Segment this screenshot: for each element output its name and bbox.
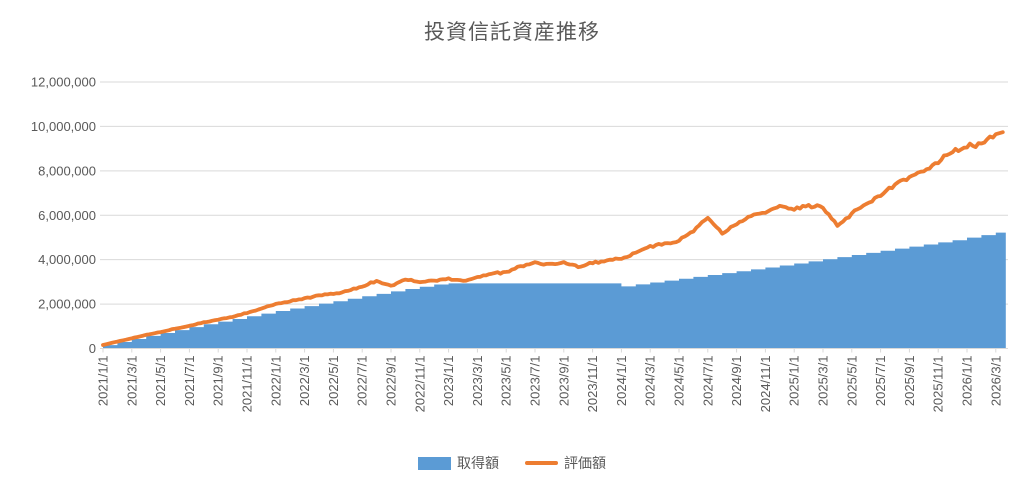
legend-item-acquisition: 取得額 <box>418 453 499 473</box>
x-tick-label: 2025/5/1 <box>844 356 859 407</box>
x-tick-label: 2024/5/1 <box>672 356 687 407</box>
acquisition-area-series <box>103 232 1006 349</box>
y-tick-label: 0 <box>89 341 96 356</box>
x-tick-label: 2026/3/1 <box>988 356 1003 407</box>
x-tick-label: 2025/11/1 <box>931 356 946 413</box>
x-tick-label: 2024/1/1 <box>614 356 629 407</box>
valuation-line-series <box>101 130 1005 347</box>
x-tick-label: 2026/1/1 <box>960 356 975 407</box>
x-tick-label: 2023/9/1 <box>556 356 571 407</box>
x-tick-label: 2023/5/1 <box>499 356 514 407</box>
chart-legend: 取得額 評価額 <box>0 453 1024 473</box>
y-tick-label: 2,000,000 <box>38 297 96 312</box>
y-tick-label: 4,000,000 <box>38 252 96 267</box>
x-tick-label: 2021/9/1 <box>211 356 226 407</box>
x-tick-label: 2022/9/1 <box>384 356 399 407</box>
x-tick-label: 2024/3/1 <box>643 356 658 407</box>
x-tick-label: 2022/3/1 <box>297 356 312 407</box>
x-tick-label: 2025/1/1 <box>787 356 802 407</box>
x-tick-label: 2024/7/1 <box>700 356 715 407</box>
x-tick-label: 2023/11/1 <box>585 356 600 413</box>
chart-title: 投資信託資産推移 <box>424 21 600 44</box>
x-tick-label: 2024/9/1 <box>729 356 744 407</box>
x-tick-label: 2025/9/1 <box>902 356 917 407</box>
x-tick-label: 2022/1/1 <box>268 356 283 407</box>
x-tick-label: 2022/11/1 <box>412 356 427 413</box>
x-tick-label: 2023/3/1 <box>470 356 485 407</box>
x-tick-label: 2021/5/1 <box>153 356 168 407</box>
x-tick-label: 2022/5/1 <box>326 356 341 407</box>
acquisition-area-swatch-icon <box>418 456 451 470</box>
x-tick-label: 2021/7/1 <box>182 356 197 407</box>
x-tick-label: 2022/7/1 <box>355 356 370 407</box>
x-tick-label: 2021/1/1 <box>96 356 111 407</box>
y-tick-label: 12,000,000 <box>31 75 96 90</box>
legend-item-valuation: 評価額 <box>525 453 606 473</box>
x-tick-label: 2023/7/1 <box>528 356 543 407</box>
x-tick-label: 2024/11/1 <box>758 356 773 413</box>
x-tick-label: 2021/11/1 <box>240 356 255 413</box>
x-tick-label: 2025/3/1 <box>816 356 831 407</box>
x-tick-label: 2023/1/1 <box>441 356 456 407</box>
y-tick-label: 8,000,000 <box>38 163 96 178</box>
x-tick-label: 2025/7/1 <box>873 356 888 407</box>
valuation-line-swatch-icon <box>525 461 558 465</box>
legend-label-acquisition: 取得額 <box>457 455 499 471</box>
x-tick-label: 2021/3/1 <box>124 356 139 407</box>
y-tick-label: 6,000,000 <box>38 208 96 223</box>
y-tick-label: 10,000,000 <box>31 119 96 134</box>
legend-label-valuation: 評価額 <box>564 455 606 471</box>
